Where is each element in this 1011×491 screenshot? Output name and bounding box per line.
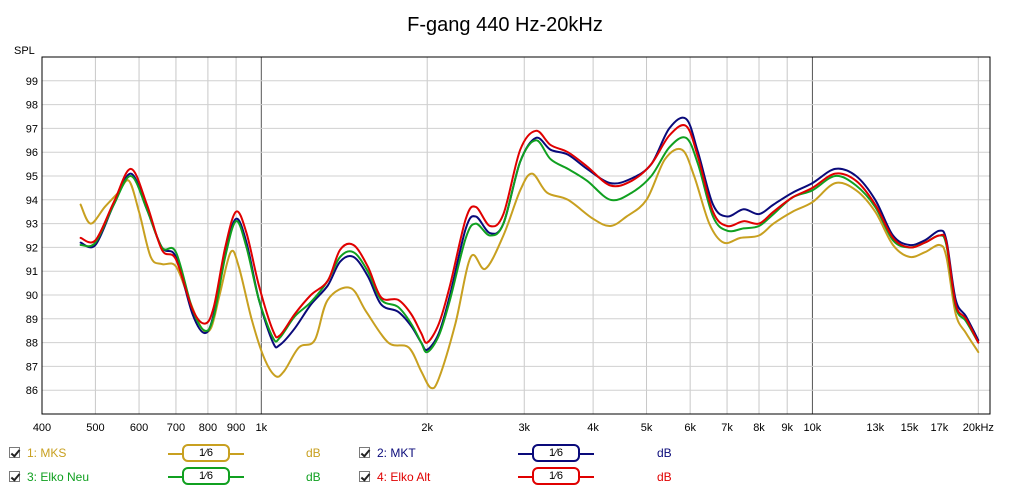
legend-label-mks: 1: MKS [27,446,67,460]
x-tick-label: 10k [804,422,822,434]
x-tick-label: 5k [641,422,653,434]
x-tick-label: 9k [781,422,793,434]
legend-label-elko-alt: 4: Elko Alt [377,470,431,484]
legend-label-mkt: 2: MKT [377,446,416,460]
x-tick-label: 400 [33,422,51,434]
smoothing-selector-elko-alt[interactable]: 1⁄6 [518,467,594,485]
x-tick-label: 13k [866,422,884,434]
series-line-elko-alt [79,124,980,344]
y-axis-label: SPL [14,45,35,57]
series-line-mkt [79,116,980,351]
x-tick-label: 7k [721,422,733,434]
plot-frame [41,56,991,415]
smoothing-value-elko-neu: 1⁄6 [182,467,230,485]
axis-ticks: 400 500 600 700 800 900 1k 2k 3k 4k 5k 6k 7k 8k 9k 10k 1… [26,76,994,434]
x-tick-label: 20kHz [963,422,994,434]
y-tick-label: 95 [26,171,38,183]
legend-unit-elko-neu: dB [306,470,321,484]
x-tick-label: 500 [86,422,104,434]
smoothing-value-mkt: 1⁄6 [532,444,580,462]
y-tick-label: 93 [26,219,38,231]
y-tick-label: 99 [26,76,38,88]
x-tick-label: 800 [199,422,217,434]
x-tick-label: 8k [753,422,765,434]
smoothing-selector-mkt[interactable]: 1⁄6 [518,444,594,462]
x-tick-label: 600 [130,422,148,434]
legend-checkbox-mks[interactable] [9,447,20,458]
y-tick-label: 87 [26,361,38,373]
x-tick-label: 1k [255,422,267,434]
legend-unit-mks: dB [306,446,321,460]
legend-checkbox-elko-alt[interactable] [359,471,370,482]
x-tick-label: 15k [901,422,919,434]
smoothing-value-mks: 1⁄6 [182,444,230,462]
y-tick-label: 90 [26,290,38,302]
y-tick-label: 88 [26,338,38,350]
series-lines [79,116,980,390]
x-tick-label: 3k [518,422,530,434]
x-tick-label: 900 [227,422,245,434]
legend: 1: MKS 1⁄6 dB 2: MKT 1⁄6 dB 3: Elko Neu … [0,437,1011,491]
grid [42,57,990,414]
y-tick-label: 98 [26,100,38,112]
x-tick-label: 6k [684,422,696,434]
y-tick-label: 92 [26,242,38,254]
x-tick-label: 700 [167,422,185,434]
smoothing-value-elko-alt: 1⁄6 [532,467,580,485]
smoothing-selector-mks[interactable]: 1⁄6 [168,444,244,462]
x-tick-label: 2k [421,422,433,434]
y-tick-label: 97 [26,123,38,135]
legend-unit-elko-alt: dB [657,470,672,484]
smoothing-selector-elko-neu[interactable]: 1⁄6 [168,467,244,485]
chart: F-gang 440 Hz-20kHz SPL 400 500 600 700 800 9… [14,14,994,434]
chart-title: F-gang 440 Hz-20kHz [407,14,603,36]
legend-checkbox-mkt[interactable] [359,447,370,458]
y-tick-label: 96 [26,147,38,159]
y-tick-label: 91 [26,266,38,278]
x-tick-label: 17k [931,422,949,434]
x-tick-label: 4k [587,422,599,434]
y-tick-label: 94 [26,195,38,207]
legend-unit-mkt: dB [657,446,672,460]
legend-label-elko-neu: 3: Elko Neu [27,470,90,484]
legend-checkbox-elko-neu[interactable] [9,471,20,482]
y-tick-label: 86 [26,385,38,397]
y-tick-label: 89 [26,314,38,326]
series-line-elko-neu [79,136,980,354]
series-line-mks [79,147,980,390]
